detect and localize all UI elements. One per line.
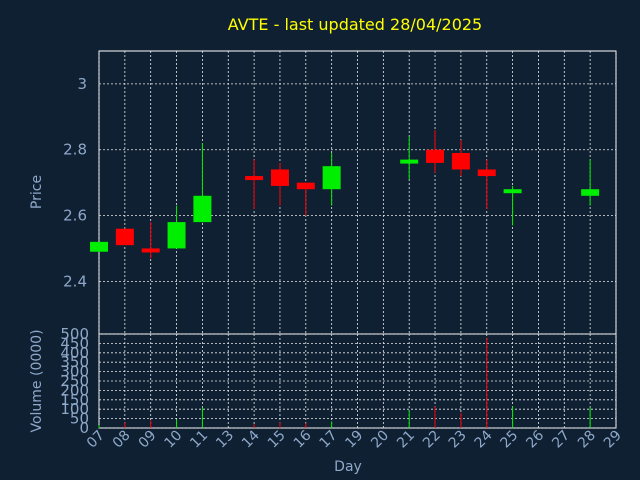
x-tick-label: 27: [549, 428, 573, 452]
x-tick-label: 11: [187, 428, 211, 452]
candle-body: [90, 241, 108, 252]
x-tick-label: 19: [342, 428, 366, 452]
x-tick-label: 14: [239, 427, 263, 451]
volume-tick-label: 250: [60, 372, 89, 390]
x-tick-label: 15: [265, 428, 289, 452]
volume-tick-label: 450: [60, 334, 89, 352]
candle-body: [270, 169, 289, 186]
candle-body: [451, 153, 470, 170]
candle-body: [426, 149, 445, 163]
x-tick-label: 21: [394, 428, 418, 452]
volume-tick-label: 300: [60, 363, 89, 381]
ticks-layer: 07 08 09 10 11 13 14 15 16 17 19 20 21 22 23 24 25 26 27 28…: [60, 75, 624, 452]
x-tick-label: 23: [446, 428, 470, 452]
volume-tick-label: 0: [79, 419, 89, 437]
x-tick-label: 28: [575, 428, 599, 452]
x-tick-label: 17: [317, 428, 341, 452]
candle-body: [296, 182, 315, 190]
price-axis-label: Price: [29, 175, 45, 209]
chart-title: AVTE - last updated 28/04/2025: [228, 15, 482, 34]
price-tick-label: 2.8: [63, 141, 87, 159]
volume-tick-label: 500: [60, 325, 89, 343]
x-axis-label: Day: [334, 459, 362, 475]
x-tick-label: 08: [110, 428, 134, 452]
candle-body: [322, 166, 341, 190]
candle-body: [193, 195, 212, 223]
candle-body: [503, 189, 522, 194]
x-tick-label: 13: [213, 428, 237, 452]
volume-tick-label: 350: [60, 353, 89, 371]
volume-tick-label: 400: [60, 344, 89, 362]
volume-tick-label: 150: [60, 391, 89, 409]
candle-body: [141, 248, 160, 253]
volume-axis-label: Volume (0000): [29, 329, 45, 432]
x-tick-label: 29: [601, 428, 625, 452]
volume-tick-label: 50: [70, 410, 89, 428]
marks-layer: [90, 129, 600, 428]
candle-body: [115, 228, 134, 246]
candle-body: [167, 222, 186, 249]
x-tick-label: 25: [498, 428, 522, 452]
candle-body: [400, 159, 419, 164]
x-tick-label: 10: [161, 428, 185, 452]
price-tick-label: 2.4: [63, 272, 87, 290]
candle-body: [581, 189, 600, 196]
candle-body: [245, 176, 264, 181]
price-tick-label: 2.6: [63, 207, 87, 225]
volume-tick-label: 200: [60, 381, 89, 399]
candle-body: [477, 169, 496, 177]
price-tick-label: 3: [77, 75, 87, 93]
x-tick-label: 20: [368, 428, 392, 452]
x-tick-label: 09: [136, 428, 160, 452]
x-tick-label: 24: [472, 427, 496, 451]
x-tick-label: 22: [420, 428, 444, 452]
x-tick-label: 26: [523, 427, 547, 451]
x-tick-label: 16: [291, 427, 315, 451]
volume-tick-label: 100: [60, 400, 89, 418]
